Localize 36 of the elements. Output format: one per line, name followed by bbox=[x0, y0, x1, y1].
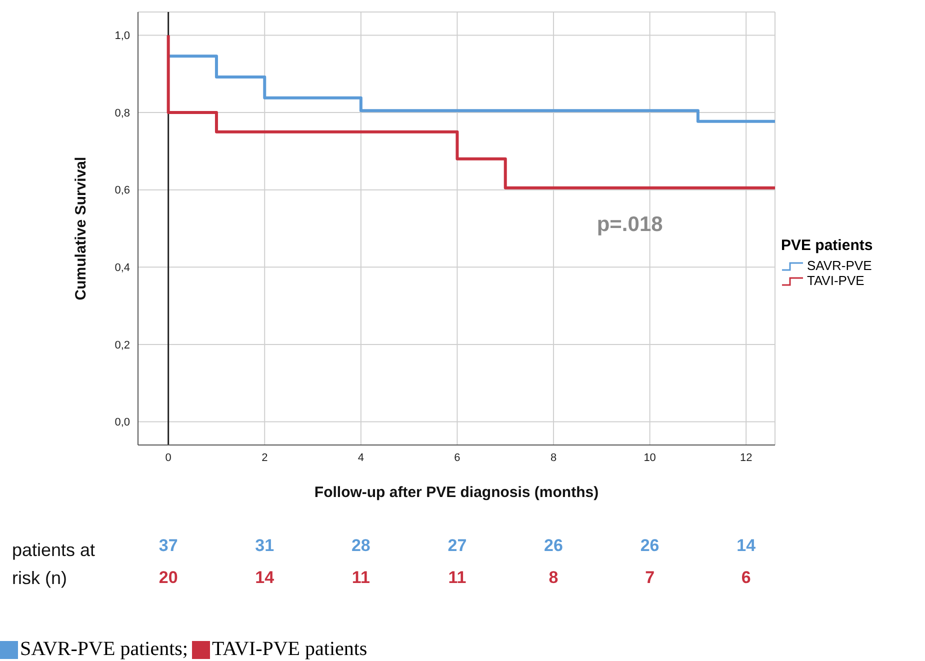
text: 6 bbox=[740, 568, 752, 588]
text: 20 bbox=[158, 568, 179, 588]
text: 28 bbox=[350, 536, 372, 556]
x-tick-label: 6 bbox=[454, 452, 460, 464]
x-tick-label: 0 bbox=[165, 452, 172, 464]
text: 14 bbox=[254, 568, 276, 588]
text: 37 bbox=[158, 536, 179, 556]
text: 11 bbox=[447, 568, 468, 588]
text: SAVR-PVE patients; bbox=[20, 638, 188, 661]
annotation: p=.018 bbox=[596, 213, 663, 238]
y-tick-label: 1,0 bbox=[114, 30, 130, 42]
x-axis-title: Follow-up after PVE diagnosis (months) bbox=[314, 484, 599, 501]
text: 11 bbox=[350, 568, 371, 588]
text: 31 bbox=[254, 536, 276, 556]
x-tick-label: 12 bbox=[740, 452, 752, 464]
text: TAVI-PVE patients bbox=[212, 638, 368, 661]
y-tick-label: 0,8 bbox=[114, 107, 130, 120]
text: patients at risk (n) bbox=[12, 539, 96, 590]
x-tick-label: 10 bbox=[644, 452, 656, 464]
y-tick-label: 0,0 bbox=[114, 416, 130, 429]
text: 7 bbox=[644, 568, 656, 588]
text: 27 bbox=[446, 536, 468, 556]
legend-label: SAVR-PVE bbox=[807, 258, 872, 273]
y-tick-label: 0,2 bbox=[114, 339, 130, 352]
x-tick-label: 2 bbox=[262, 452, 268, 464]
legend-title: PVE patients bbox=[781, 237, 874, 254]
text: 8 bbox=[548, 568, 560, 588]
x-tick-label: 8 bbox=[550, 452, 557, 464]
text: 26 bbox=[543, 536, 564, 556]
y-tick-label: 0,6 bbox=[114, 184, 130, 197]
x-tick-label: 4 bbox=[358, 452, 364, 464]
y-tick-label: 0,4 bbox=[114, 262, 130, 274]
legend-label: TAVI-PVE bbox=[807, 273, 864, 288]
text: 14 bbox=[736, 536, 757, 556]
y-axis-title: Cumulative Survival bbox=[72, 156, 90, 300]
text: 26 bbox=[639, 536, 660, 556]
